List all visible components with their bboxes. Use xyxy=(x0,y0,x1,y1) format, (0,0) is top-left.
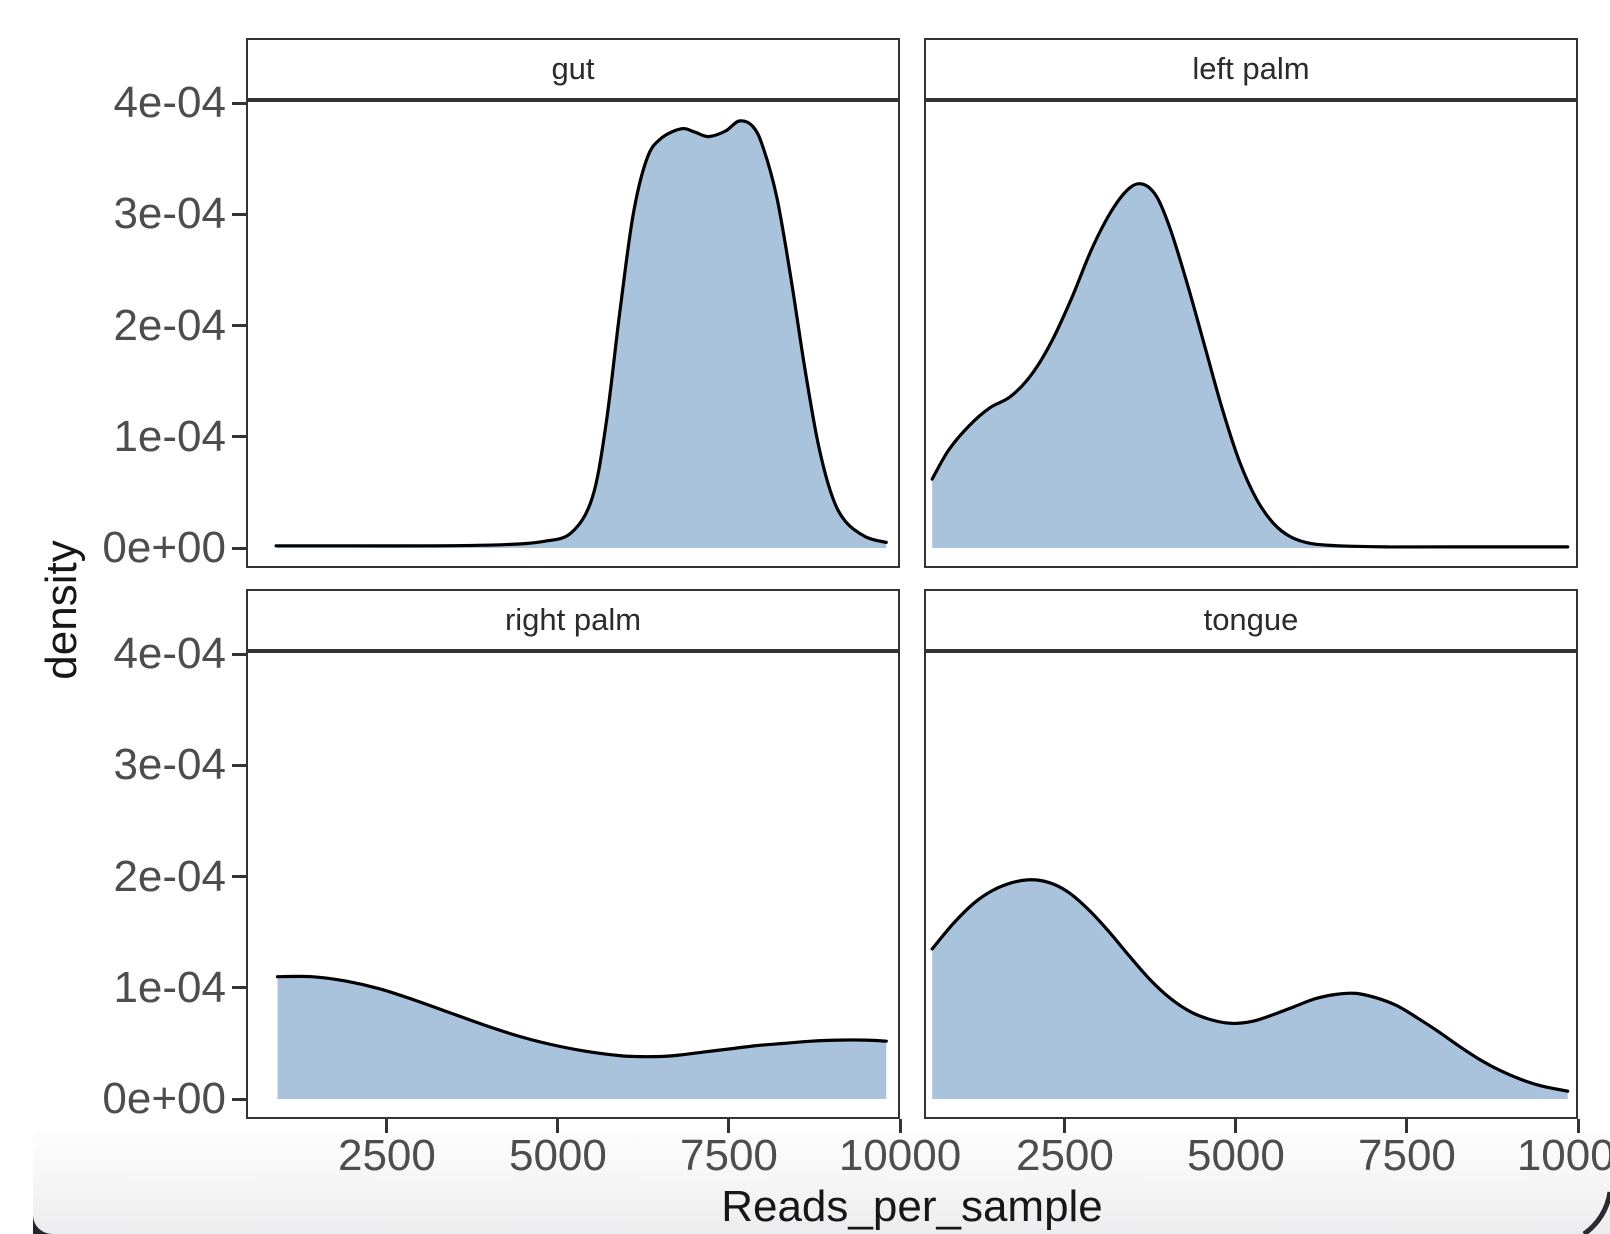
slide-footer-band xyxy=(33,1132,1610,1234)
facet-strip-left-palm: left palm xyxy=(924,38,1578,100)
x-tick-mark xyxy=(1405,1119,1409,1133)
x-tick-mark xyxy=(1063,1119,1067,1133)
panel-left-palm xyxy=(924,100,1578,568)
y-tick-mark xyxy=(232,652,246,656)
y-tick-label: 4e-04 xyxy=(113,629,226,679)
y-tick-label: 3e-04 xyxy=(113,189,226,239)
x-tick-label: 5000 xyxy=(1186,1131,1285,1180)
y-tick-label: 0e+00 xyxy=(102,523,226,572)
y-tick-mark xyxy=(232,546,246,550)
facet-strip-gut: gut xyxy=(246,38,900,100)
x-tick-label: 7500 xyxy=(1358,1131,1456,1180)
y-tick-mark xyxy=(232,435,246,439)
y-axis-title: density xyxy=(37,540,86,680)
y-tick-label: 3e-04 xyxy=(113,740,226,790)
y-tick-mark xyxy=(232,986,246,990)
facet-label-tongue: tongue xyxy=(1203,602,1299,637)
panel-right-palm xyxy=(246,651,900,1119)
facet-label-right-palm: right palm xyxy=(504,602,642,637)
x-tick-mark xyxy=(556,1119,560,1133)
y-tick-label: 1e-04 xyxy=(113,962,226,1012)
y-tick-label: 2e-04 xyxy=(113,851,226,901)
x-tick-mark xyxy=(1576,1119,1580,1133)
y-tick-label: 2e-04 xyxy=(113,300,226,350)
y-tick-mark xyxy=(232,101,246,105)
y-tick-mark xyxy=(232,875,246,879)
y-tick-label: 4e-04 xyxy=(113,78,226,128)
x-tick-label: 5000 xyxy=(508,1131,607,1180)
y-tick-mark xyxy=(232,763,246,767)
x-tick-label: 10000 xyxy=(838,1131,962,1180)
y-tick-mark xyxy=(232,212,246,216)
facet-strip-right-palm: right palm xyxy=(246,589,900,651)
facet-label-left-palm: left palm xyxy=(1192,51,1310,86)
panel-gut xyxy=(246,100,900,568)
x-tick-mark xyxy=(898,1119,902,1133)
x-tick-mark xyxy=(385,1119,389,1133)
y-tick-label: 0e+00 xyxy=(102,1074,226,1123)
y-tick-mark xyxy=(232,324,246,328)
facet-label-gut: gut xyxy=(551,51,595,86)
panel-tongue xyxy=(924,651,1578,1119)
x-tick-label: 7500 xyxy=(680,1131,778,1180)
x-tick-mark xyxy=(727,1119,731,1133)
x-tick-label: 2500 xyxy=(1015,1131,1114,1180)
y-tick-label: 1e-04 xyxy=(113,411,226,461)
x-axis-title: Reads_per_sample xyxy=(721,1182,1103,1231)
x-tick-label: 2500 xyxy=(337,1131,436,1180)
facet-strip-tongue: tongue xyxy=(924,589,1578,651)
x-tick-label: 10000 xyxy=(1516,1131,1610,1180)
x-tick-mark xyxy=(1234,1119,1238,1133)
y-tick-mark xyxy=(232,1097,246,1101)
